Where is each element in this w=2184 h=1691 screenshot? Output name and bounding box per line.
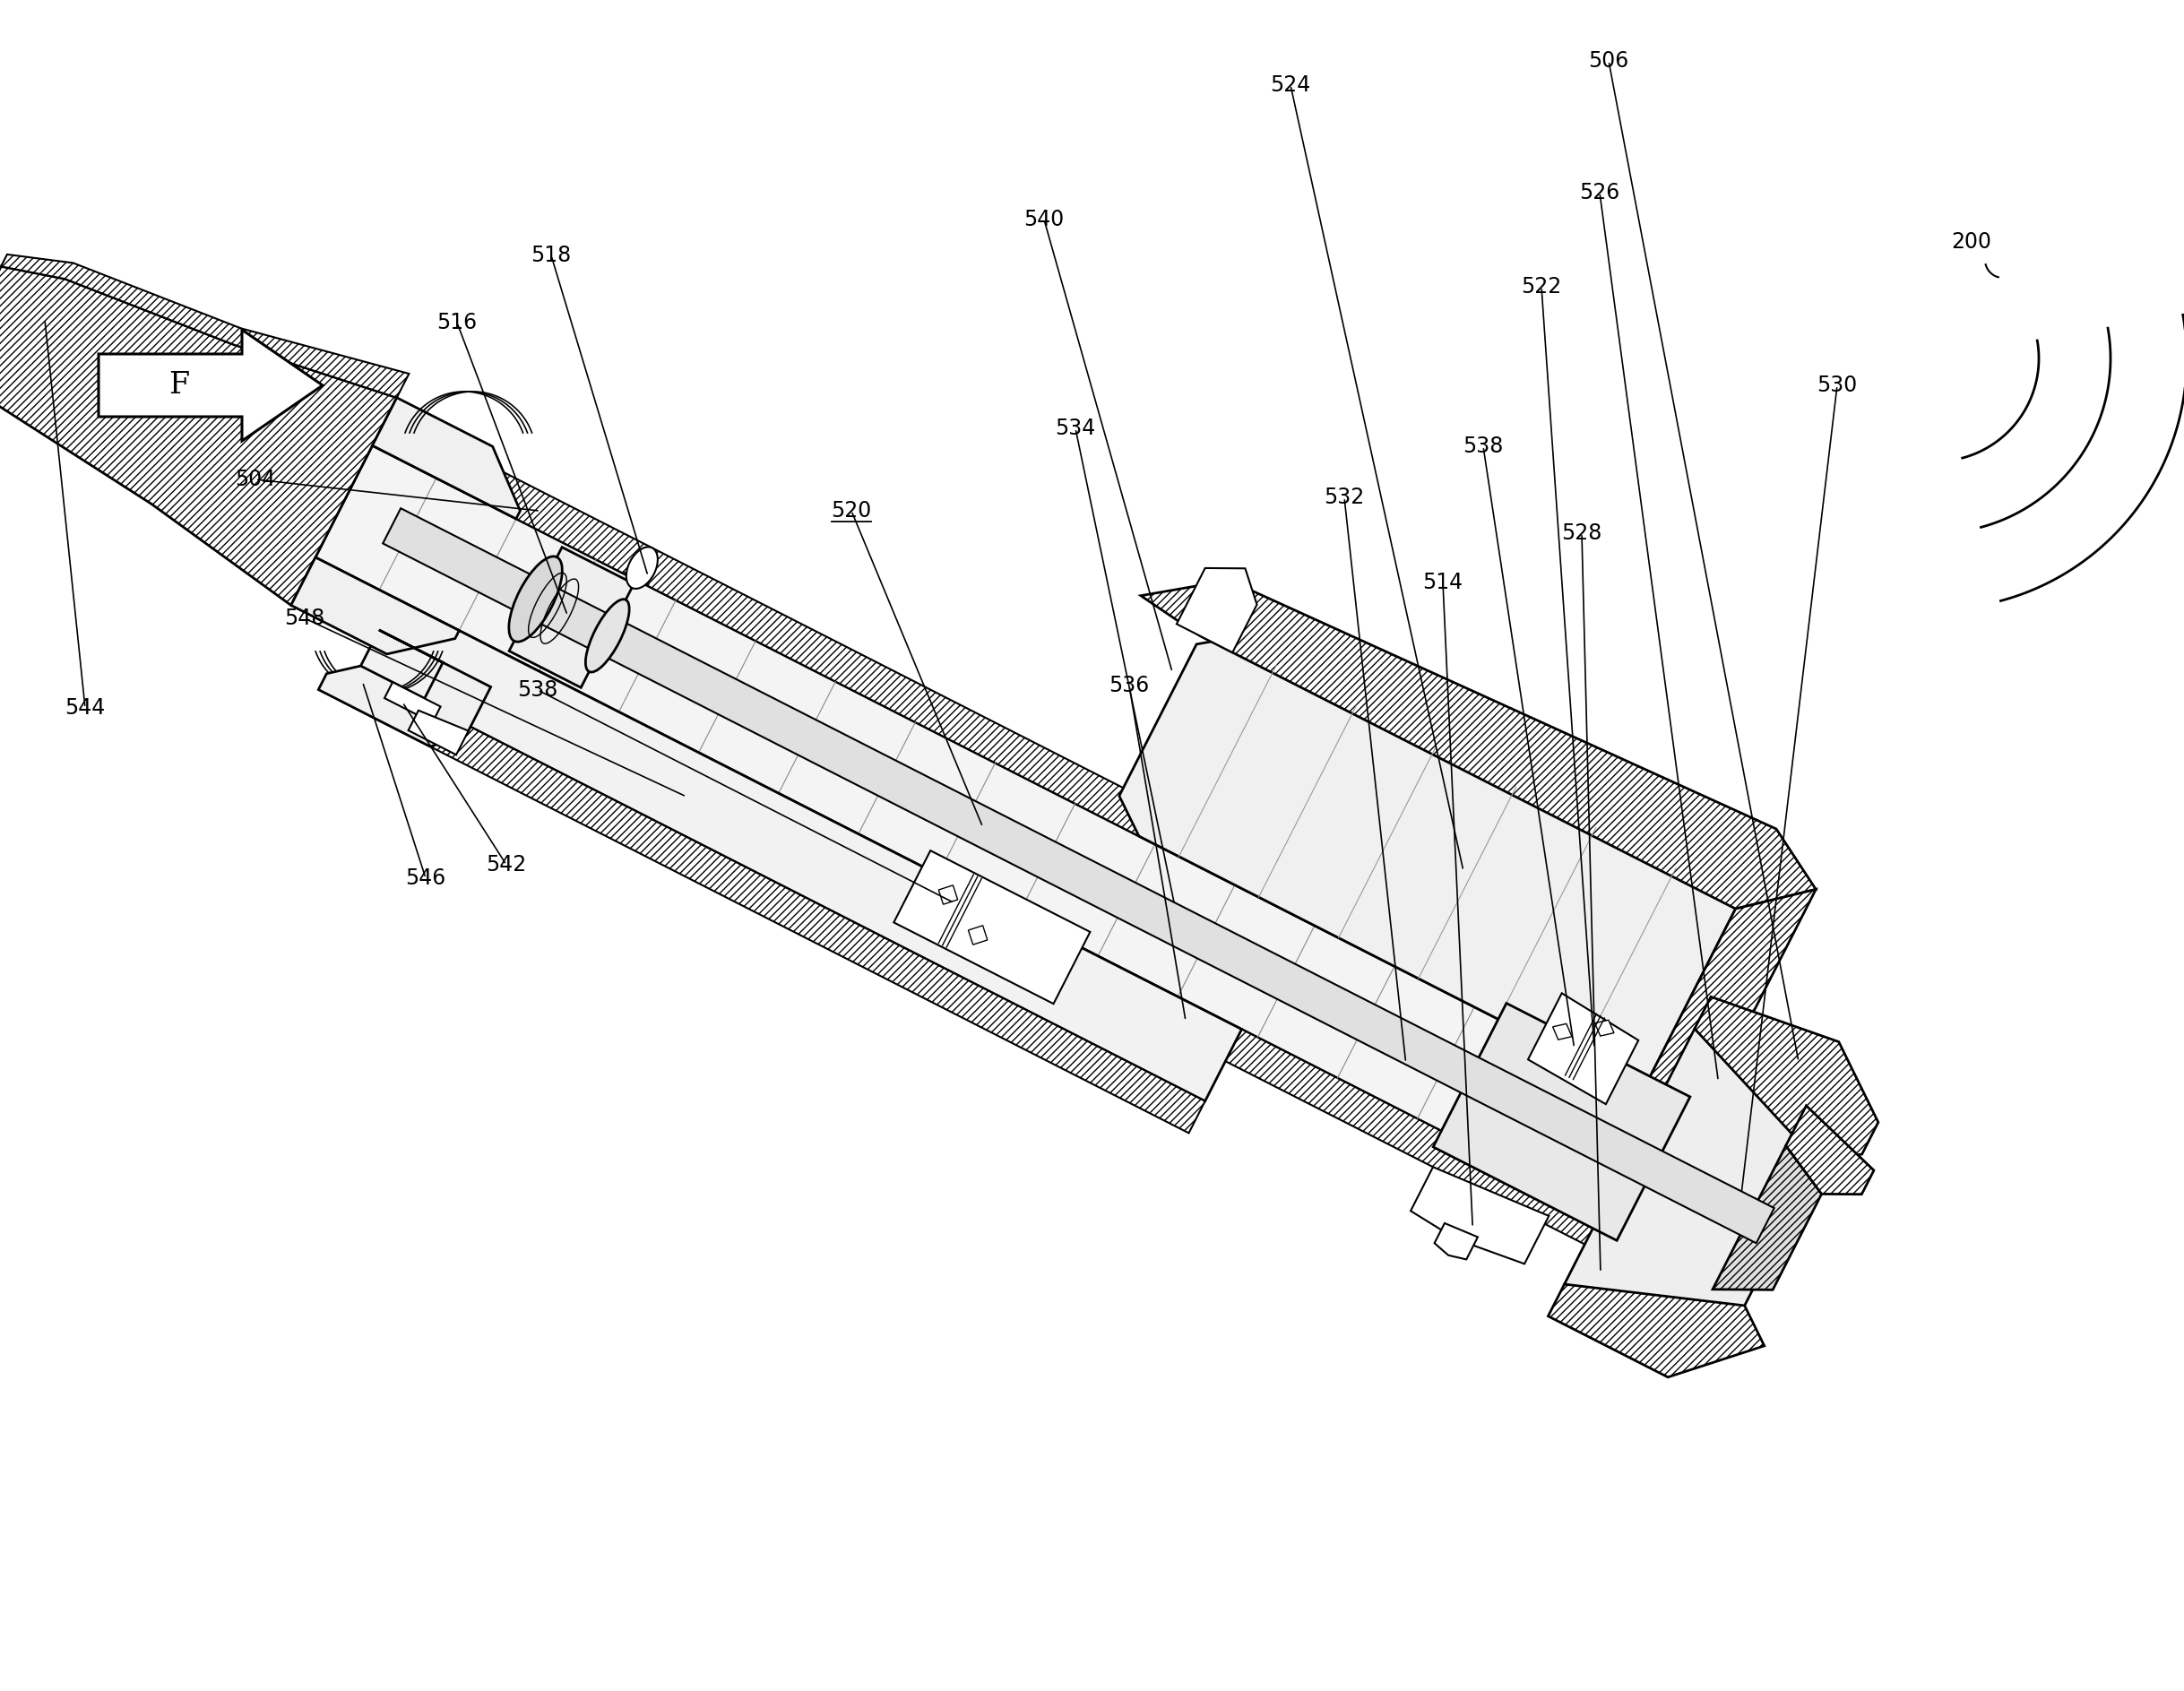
Polygon shape [1564, 1028, 1817, 1321]
Polygon shape [319, 631, 491, 746]
Text: 536: 536 [1109, 675, 1149, 697]
Text: 514: 514 [1422, 572, 1463, 594]
Text: 538: 538 [1463, 436, 1503, 457]
Polygon shape [373, 397, 520, 519]
Polygon shape [314, 445, 1778, 1273]
Polygon shape [1140, 580, 1815, 908]
Polygon shape [968, 925, 987, 945]
Polygon shape [382, 509, 1773, 1243]
Text: 528: 528 [1562, 523, 1603, 545]
Text: 548: 548 [284, 607, 325, 629]
Polygon shape [1787, 1106, 1874, 1194]
Text: 542: 542 [487, 854, 526, 876]
Text: F: F [168, 370, 190, 399]
Ellipse shape [627, 546, 657, 588]
Text: 534: 534 [1055, 418, 1096, 440]
Polygon shape [1548, 1283, 1765, 1376]
Polygon shape [1642, 889, 1815, 1097]
Polygon shape [509, 548, 633, 688]
Polygon shape [299, 558, 1721, 1305]
Text: 526: 526 [1579, 183, 1621, 203]
Polygon shape [1177, 568, 1258, 653]
Polygon shape [0, 267, 397, 605]
Text: 524: 524 [1271, 74, 1310, 96]
Polygon shape [98, 330, 323, 441]
Text: 544: 544 [66, 697, 105, 719]
Text: 540: 540 [1024, 208, 1064, 230]
Ellipse shape [509, 556, 561, 643]
Text: 506: 506 [1588, 51, 1629, 71]
Ellipse shape [585, 599, 629, 671]
Polygon shape [1695, 996, 1878, 1162]
Polygon shape [0, 254, 408, 397]
Text: 546: 546 [406, 867, 446, 889]
Polygon shape [373, 414, 1793, 1162]
Text: 532: 532 [1324, 487, 1365, 507]
Polygon shape [408, 710, 467, 754]
Polygon shape [939, 884, 959, 905]
Text: 516: 516 [437, 311, 478, 333]
Text: 518: 518 [531, 245, 572, 265]
Polygon shape [358, 599, 1243, 1101]
Polygon shape [893, 851, 1090, 1004]
Polygon shape [1433, 1003, 1690, 1241]
Text: 200: 200 [1952, 232, 1992, 252]
Text: 538: 538 [518, 680, 559, 700]
Polygon shape [1712, 1145, 1821, 1290]
Polygon shape [1529, 993, 1638, 1104]
Text: 504: 504 [236, 468, 275, 490]
Polygon shape [343, 670, 1206, 1133]
Polygon shape [290, 558, 459, 654]
Polygon shape [1594, 1020, 1614, 1037]
Polygon shape [384, 681, 441, 722]
Text: 522: 522 [1522, 276, 1562, 298]
Polygon shape [1411, 1167, 1548, 1263]
Polygon shape [1553, 1023, 1572, 1040]
Polygon shape [1118, 636, 1736, 1092]
Polygon shape [1435, 1223, 1479, 1260]
Text: 520: 520 [832, 501, 871, 521]
Text: 530: 530 [1817, 375, 1856, 396]
